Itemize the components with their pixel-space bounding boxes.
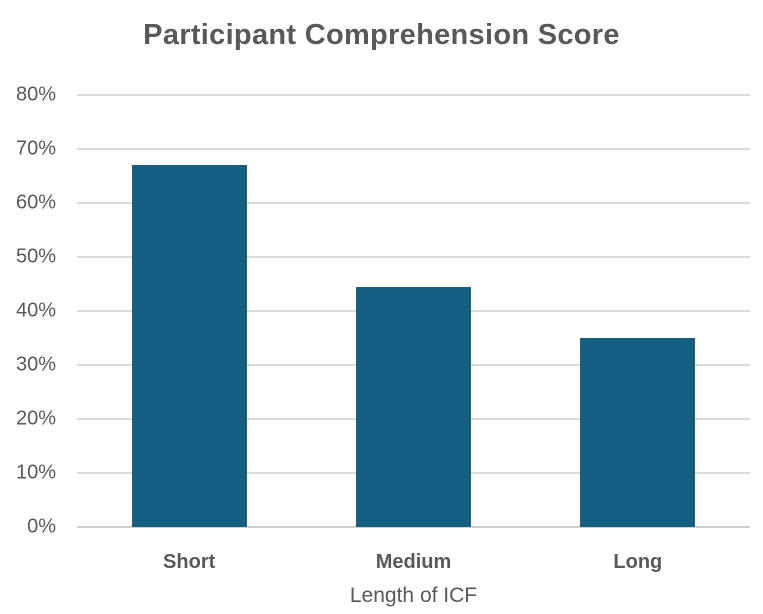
y-tick-label-20: 20% bbox=[15, 407, 56, 430]
gridline-60 bbox=[77, 202, 750, 204]
x-tick-label-short: Short bbox=[163, 551, 216, 573]
bar-short bbox=[131, 165, 247, 527]
x-axis-line bbox=[77, 526, 750, 528]
y-tick-label-70: 70% bbox=[15, 137, 56, 160]
y-axis: 0% 10% 20% 30% 40% 50% 60% 70% 80% bbox=[0, 84, 56, 538]
gridline-50 bbox=[77, 256, 750, 258]
y-tick-label-50: 50% bbox=[15, 245, 56, 268]
x-tick-label-long: Long bbox=[613, 551, 663, 573]
x-axis-title: Length of ICF bbox=[349, 584, 478, 607]
y-tick-label-30: 30% bbox=[15, 353, 56, 376]
x-axis: Short Medium Long bbox=[77, 551, 750, 577]
plot-area bbox=[77, 94, 750, 528]
y-tick-label-0: 0% bbox=[27, 515, 56, 538]
y-tick-label-40: 40% bbox=[15, 299, 56, 322]
bar-long bbox=[580, 338, 696, 527]
gridline-70 bbox=[77, 148, 750, 150]
gridline-80 bbox=[77, 94, 750, 96]
y-tick-label-80: 80% bbox=[15, 83, 56, 106]
y-tick-label-10: 10% bbox=[15, 461, 56, 484]
bar-medium bbox=[356, 286, 471, 527]
y-tick-label-60: 60% bbox=[15, 191, 56, 214]
chart-title: Participant Comprehension Score bbox=[143, 19, 620, 51]
x-tick-label-medium: Medium bbox=[375, 551, 452, 573]
